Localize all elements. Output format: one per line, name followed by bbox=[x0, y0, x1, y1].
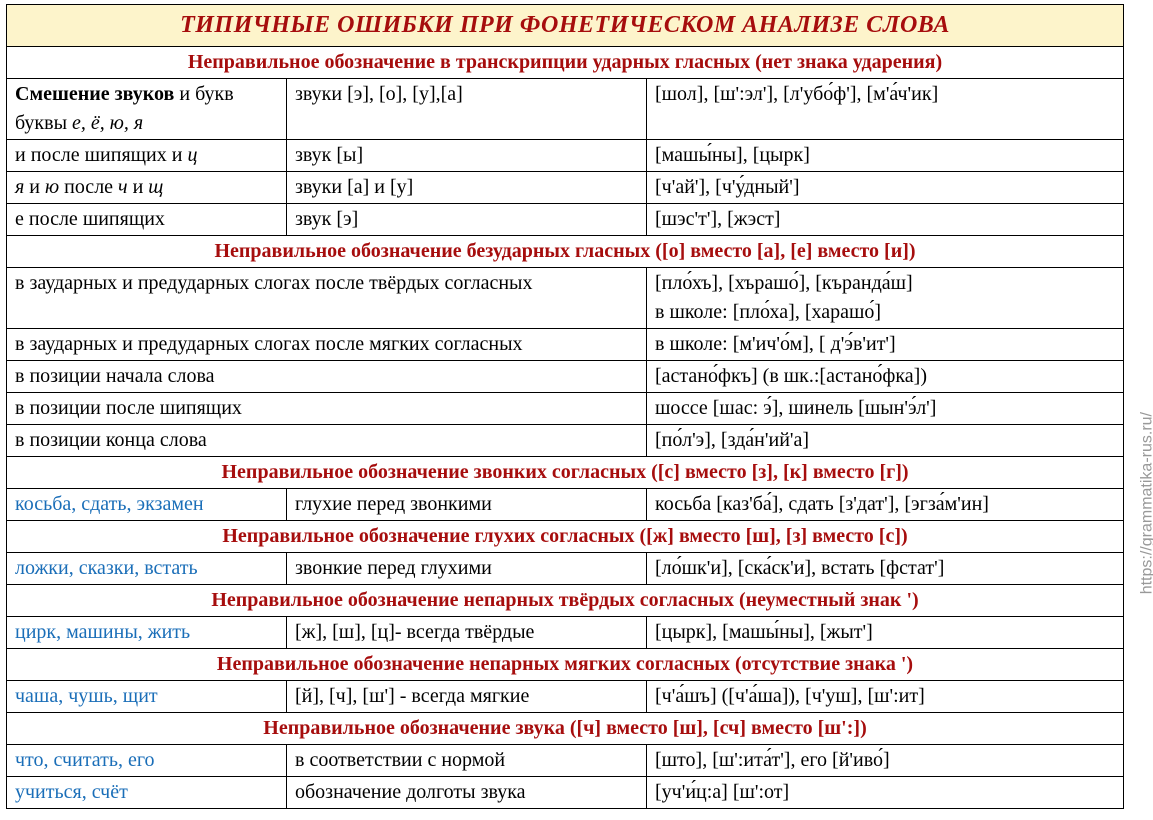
phonetic-errors-table: ТИПИЧНЫЕ ОШИБКИ ПРИ ФОНЕТИЧЕСКОМ АНАЛИЗЕ… bbox=[6, 4, 1124, 809]
cell-examples: [цырк], [машы́ны], [жыт'] bbox=[647, 616, 1124, 648]
cell-sounds: звуки [а] и [у] bbox=[287, 171, 647, 203]
cell-words: цирк, машины, жить bbox=[7, 616, 287, 648]
cell-examples: [уч'и́ц:а] [ш':от] bbox=[647, 776, 1124, 808]
table-row: в позиции после шипящих шоссе [шас: э́],… bbox=[7, 392, 1124, 424]
cell-desc: я и ю после ч и щ bbox=[7, 171, 287, 203]
cell-rule: в соответствии с нормой bbox=[287, 744, 647, 776]
table-row: чаша, чушь, щит [й], [ч], [ш'] - всегда … bbox=[7, 680, 1124, 712]
cell-examples: [по́л'э], [зда́н'ий'а] bbox=[647, 424, 1124, 456]
table-row: я и ю после ч и щ звуки [а] и [у] [ч'ай'… bbox=[7, 171, 1124, 203]
cell-examples: [ч'ай'], [ч'у́дный'] bbox=[647, 171, 1124, 203]
section-header: Неправильное обозначение звонких согласн… bbox=[7, 456, 1124, 488]
cell-desc: е после шипящих bbox=[7, 203, 287, 235]
cell-examples: [што], [ш':ита́т'], его [й'иво́] bbox=[647, 744, 1124, 776]
section-header: Неправильное обозначение глухих согласны… bbox=[7, 520, 1124, 552]
table-row: в позиции начала слова [астано́фкъ] (в ш… bbox=[7, 360, 1124, 392]
cell-desc: в заударных и предударных слогах после т… bbox=[7, 267, 647, 328]
cell-examples: шоссе [шас: э́], шинель [шын'э́л'] bbox=[647, 392, 1124, 424]
cell-examples: [ч'а́шъ] ([ч'а́ша]), [ч'уш], [ш':ит] bbox=[647, 680, 1124, 712]
cell-examples: в школе: [м'ич'о́м], [ д'э́в'ит'] bbox=[647, 328, 1124, 360]
cell-words: учиться, счёт bbox=[7, 776, 287, 808]
table-row: и после шипящих и ц звук [ы] [машы́ны], … bbox=[7, 139, 1124, 171]
table-row: ложки, сказки, встать звонкие перед глух… bbox=[7, 552, 1124, 584]
table-row: цирк, машины, жить [ж], [ш], [ц]- всегда… bbox=[7, 616, 1124, 648]
cell-examples: [шол], [ш':эл'], [л'убо́ф'], [м'а́ч'ик] bbox=[647, 78, 1124, 139]
section-header: Неправильное обозначение непарных мягких… bbox=[7, 648, 1124, 680]
cell-words: что, считать, его bbox=[7, 744, 287, 776]
section-header: Неправильное обозначение в транскрипции … bbox=[7, 46, 1124, 78]
cell-desc: в заударных и предударных слогах после м… bbox=[7, 328, 647, 360]
table-row: Смешение звуков и букв буквы е, ё, ю, я … bbox=[7, 78, 1124, 139]
cell-examples: косьба [каз'ба́], сдать [з'дат'], [эгза́… bbox=[647, 488, 1124, 520]
cell-desc: и после шипящих и ц bbox=[7, 139, 287, 171]
section-header: Неправильное обозначение звука ([ч] вмес… bbox=[7, 712, 1124, 744]
table-row: е после шипящих звук [э] [шэс'т'], [жэст… bbox=[7, 203, 1124, 235]
section-header: Неправильное обозначение безударных глас… bbox=[7, 235, 1124, 267]
cell-sounds: звуки [э], [о], [у],[а] bbox=[287, 78, 647, 139]
table-row: в заударных и предударных слогах после м… bbox=[7, 328, 1124, 360]
cell-rule: глухие перед звонкими bbox=[287, 488, 647, 520]
table-row: в позиции конца слова [по́л'э], [зда́н'и… bbox=[7, 424, 1124, 456]
section-header: Неправильное обозначение непарных твёрды… bbox=[7, 584, 1124, 616]
page-title: ТИПИЧНЫЕ ОШИБКИ ПРИ ФОНЕТИЧЕСКОМ АНАЛИЗЕ… bbox=[7, 5, 1124, 47]
cell-examples: [шэс'т'], [жэст] bbox=[647, 203, 1124, 235]
cell-rule: звонкие перед глухими bbox=[287, 552, 647, 584]
cell-examples: [пло́хъ], [хърашо́], [къранда́ш] в школе… bbox=[647, 267, 1124, 328]
cell-desc: в позиции начала слова bbox=[7, 360, 647, 392]
cell-desc: в позиции после шипящих bbox=[7, 392, 647, 424]
table-row: косьба, сдать, экзамен глухие перед звон… bbox=[7, 488, 1124, 520]
cell-examples: [ло́шк'и], [ска́ск'и], встать [фстат'] bbox=[647, 552, 1124, 584]
table-row: что, считать, его в соответствии с нормо… bbox=[7, 744, 1124, 776]
cell-rule: обозначение долготы звука bbox=[287, 776, 647, 808]
cell-rule: [й], [ч], [ш'] - всегда мягкие bbox=[287, 680, 647, 712]
table-row: в заударных и предударных слогах после т… bbox=[7, 267, 1124, 328]
cell-examples: [астано́фкъ] (в шк.:[астано́фка]) bbox=[647, 360, 1124, 392]
cell-desc: Смешение звуков и букв буквы е, ё, ю, я bbox=[7, 78, 287, 139]
cell-sounds: звук [э] bbox=[287, 203, 647, 235]
watermark-url: https://grammatika-rus.ru/ bbox=[1138, 412, 1153, 594]
table-row: учиться, счёт обозначение долготы звука … bbox=[7, 776, 1124, 808]
cell-desc: в позиции конца слова bbox=[7, 424, 647, 456]
cell-sounds: звук [ы] bbox=[287, 139, 647, 171]
cell-words: чаша, чушь, щит bbox=[7, 680, 287, 712]
cell-words: ложки, сказки, встать bbox=[7, 552, 287, 584]
cell-examples: [машы́ны], [цырк] bbox=[647, 139, 1124, 171]
cell-words: косьба, сдать, экзамен bbox=[7, 488, 287, 520]
cell-rule: [ж], [ш], [ц]- всегда твёрдые bbox=[287, 616, 647, 648]
